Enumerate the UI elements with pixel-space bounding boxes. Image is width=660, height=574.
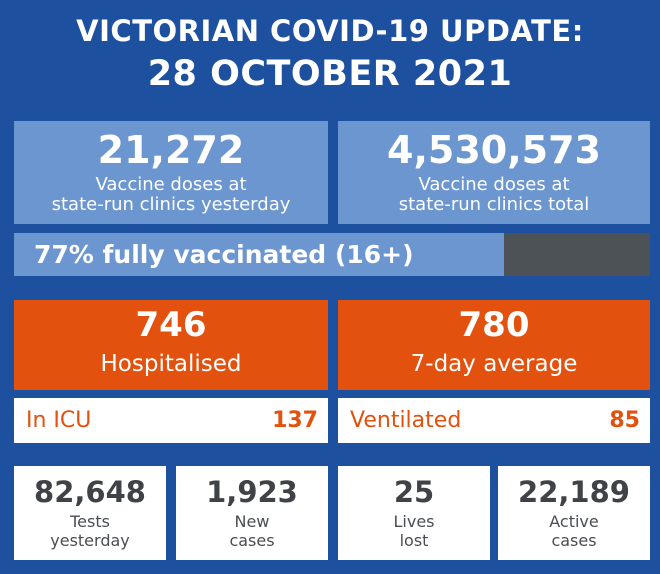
vaccine-doses-yesterday-value: 21,272 bbox=[97, 128, 245, 172]
stat-lives-lost-value: 25 bbox=[393, 475, 435, 509]
vaccine-doses-yesterday-label-2: state-run clinics yesterday bbox=[51, 194, 291, 215]
ventilated-row: Ventilated 85 bbox=[338, 398, 650, 443]
seven-day-average-card: 780 7-day average bbox=[338, 300, 650, 390]
stat-tests-label-1: Tests bbox=[70, 512, 110, 531]
stat-new-cases-label-2: cases bbox=[229, 531, 275, 550]
icu-value: 137 bbox=[272, 408, 318, 433]
hospitalised-value: 746 bbox=[135, 305, 207, 345]
vaccine-doses-total-card: 4,530,573 Vaccine doses at state-run cli… bbox=[338, 121, 650, 224]
vaccination-progress-fill bbox=[14, 233, 504, 276]
hospitalised-label: Hospitalised bbox=[100, 351, 242, 377]
ventilated-label: Ventilated bbox=[350, 408, 462, 433]
stat-tests-label-2: yesterday bbox=[50, 531, 130, 550]
vaccination-progress-bar: 77% fully vaccinated (16+) bbox=[14, 233, 650, 276]
title-date: 28 OCTOBER 2021 bbox=[147, 54, 513, 94]
title-line-1: VICTORIAN COVID-19 UPDATE: bbox=[76, 14, 584, 48]
stat-tests-value: 82,648 bbox=[34, 475, 146, 509]
icu-label: In ICU bbox=[26, 408, 92, 433]
stat-card-active-cases: 22,189 Active cases bbox=[498, 466, 650, 560]
stat-new-cases-label-1: New bbox=[234, 512, 270, 531]
vaccine-doses-yesterday-card: 21,272 Vaccine doses at state-run clinic… bbox=[14, 121, 328, 224]
vaccination-progress-label: 77% fully vaccinated (16+) bbox=[34, 240, 414, 269]
stat-card-tests: 82,648 Tests yesterday bbox=[14, 466, 166, 560]
stat-card-lives-lost: 25 Lives lost bbox=[338, 466, 490, 560]
stat-lives-lost-label-1: Lives bbox=[393, 512, 435, 531]
vaccine-doses-yesterday-label-1: Vaccine doses at bbox=[95, 174, 247, 195]
stat-active-cases-label-2: cases bbox=[551, 531, 597, 550]
stat-active-cases-value: 22,189 bbox=[518, 475, 630, 509]
stat-new-cases-value: 1,923 bbox=[206, 475, 298, 509]
vaccine-doses-total-label-2: state-run clinics total bbox=[398, 194, 590, 215]
icu-row: In ICU 137 bbox=[14, 398, 328, 443]
stat-card-new-cases: 1,923 New cases bbox=[176, 466, 328, 560]
vaccine-doses-total-value: 4,530,573 bbox=[387, 128, 601, 172]
stat-active-cases-label-1: Active bbox=[549, 512, 599, 531]
vaccine-doses-total-label-1: Vaccine doses at bbox=[418, 174, 570, 195]
seven-day-average-label: 7-day average bbox=[410, 351, 578, 377]
hospitalised-card: 746 Hospitalised bbox=[14, 300, 328, 390]
ventilated-value: 85 bbox=[609, 408, 640, 433]
stat-lives-lost-label-2: lost bbox=[399, 531, 429, 550]
seven-day-average-value: 780 bbox=[458, 305, 530, 345]
